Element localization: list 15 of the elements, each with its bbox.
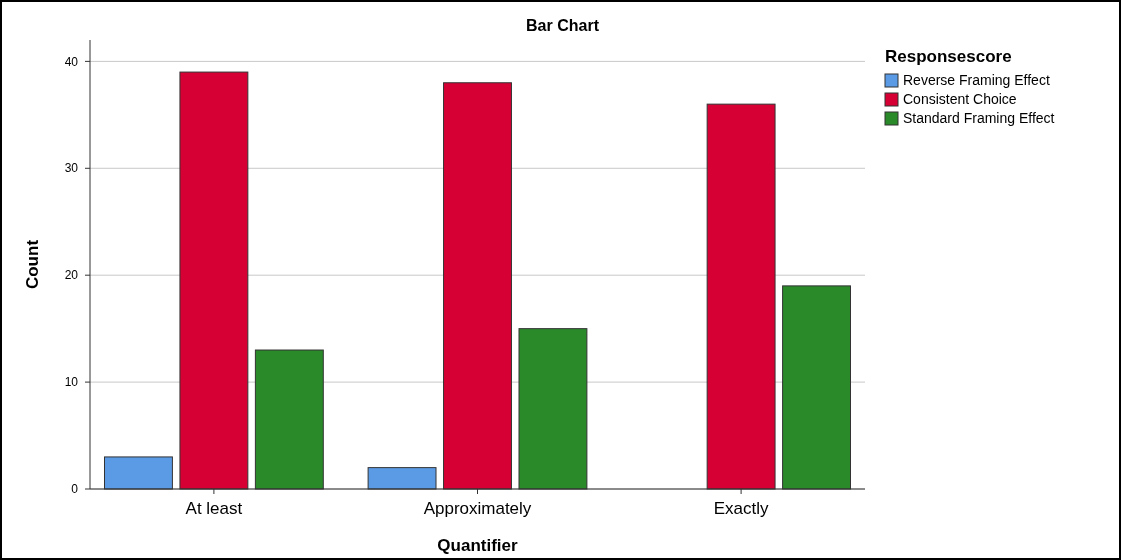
- y-tick-label: 30: [64, 161, 79, 176]
- x-tick-label: At least: [185, 499, 243, 518]
- y-axis-title: Count: [23, 239, 42, 290]
- y-tick-label: 40: [64, 54, 79, 69]
- y-tick-label: 20: [64, 268, 79, 283]
- y-tick-label: 10: [64, 375, 79, 390]
- legend-label: Consistent Choice: [903, 91, 1017, 107]
- x-tick-label: Approximately: [423, 499, 532, 518]
- legend-label: Reverse Framing Effect: [903, 72, 1050, 88]
- chart-title: Bar Chart: [526, 17, 600, 34]
- legend-label: Standard Framing Effect: [903, 110, 1055, 126]
- x-axis-title: Quantifier: [437, 536, 519, 555]
- x-tick-label: Exactly: [713, 499, 769, 518]
- y-tick-label: 0: [71, 482, 79, 497]
- legend-title: Responsescore: [885, 47, 1012, 66]
